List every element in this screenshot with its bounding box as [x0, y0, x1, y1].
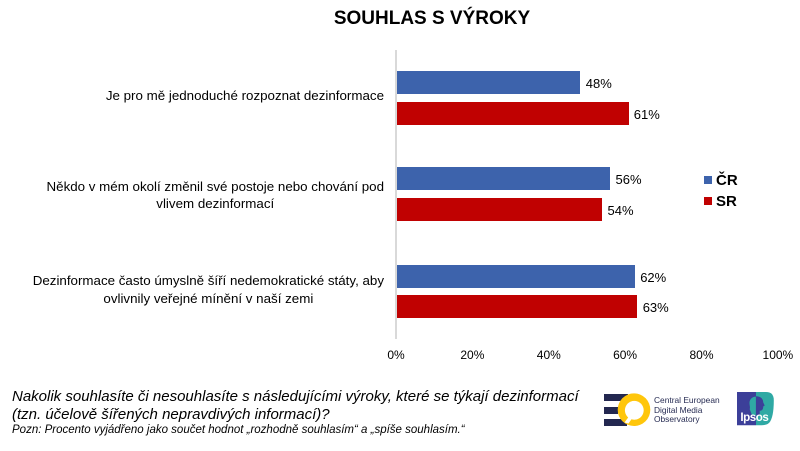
- svg-text:Ipsos: Ipsos: [740, 410, 768, 423]
